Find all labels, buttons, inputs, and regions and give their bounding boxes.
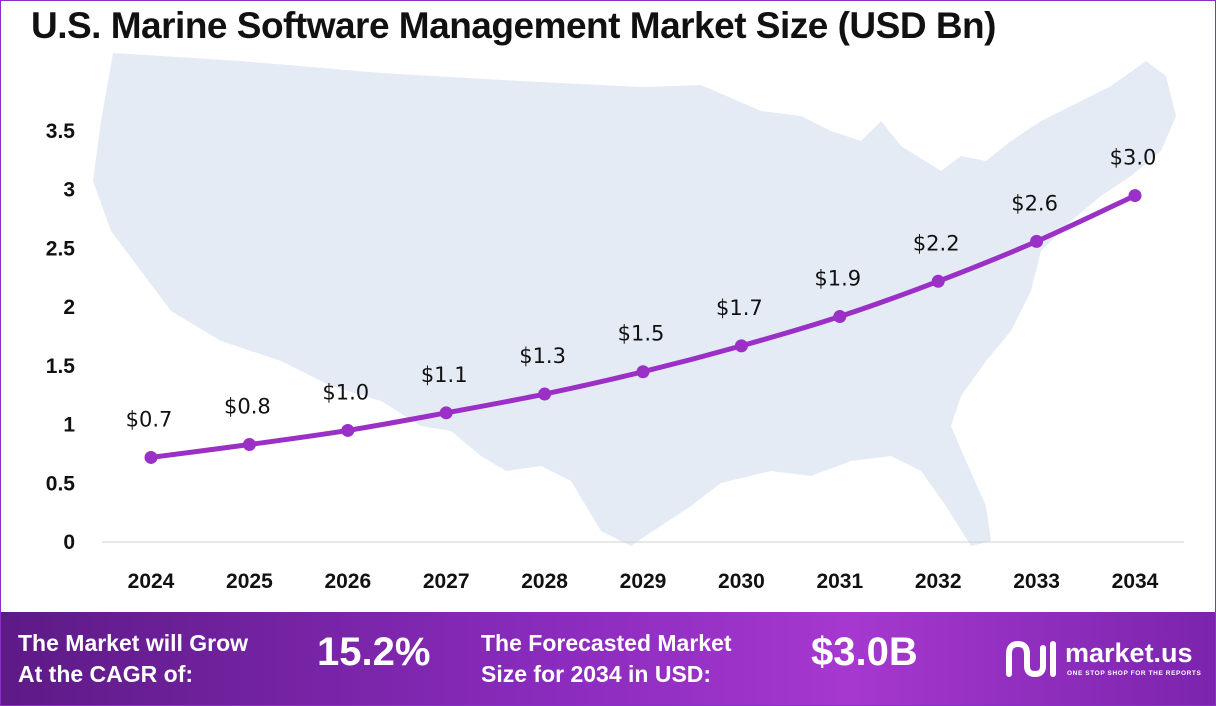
x-tick-label: 2031 [816, 570, 863, 593]
y-tick-label: 2 [63, 296, 75, 319]
brand-tagline: ONE STOP SHOP FOR THE REPORTS [1067, 670, 1202, 677]
data-point [636, 365, 650, 379]
cagr-label: The Market will Grow At the CAGR of: [18, 630, 249, 687]
data-point [833, 310, 847, 324]
data-point [144, 450, 158, 464]
data-point [1030, 234, 1044, 248]
data-point [931, 274, 945, 288]
forecast-label: The Forecasted Market Size for 2034 in U… [481, 630, 732, 687]
data-label: $0.7 [126, 407, 173, 431]
data-label: $1.1 [421, 363, 468, 387]
x-tick-label: 2033 [1013, 570, 1060, 593]
y-tick-label: 2.5 [46, 237, 76, 260]
data-label: $2.6 [1011, 191, 1058, 215]
data-label: $1.7 [716, 296, 763, 320]
data-label: $1.5 [618, 322, 665, 346]
x-tick-label: 2032 [915, 570, 962, 593]
data-label: $1.0 [322, 380, 369, 404]
y-tick-label: 3.5 [46, 120, 76, 143]
y-tick-label: 1.5 [46, 355, 76, 378]
data-point [341, 423, 355, 437]
us-map-background [93, 53, 1176, 546]
market-us-logo-icon [1006, 640, 1056, 678]
y-tick-label: 0 [63, 531, 75, 554]
summary-footer: The Market will Grow At the CAGR of: 15.… [1, 612, 1215, 705]
data-label: $0.8 [224, 395, 271, 419]
x-tick-label: 2030 [718, 570, 765, 593]
chart-svg: 0 0.5 1 1.5 2 2.5 3 3.5 2024 2025 2026 2027 2028 202… [46, 53, 1184, 593]
data-label: $2.2 [913, 231, 960, 255]
data-label: $3.0 [1110, 146, 1157, 170]
x-tick-label: 2024 [128, 570, 175, 593]
x-tick-label: 2025 [226, 570, 273, 593]
data-point [734, 339, 748, 353]
brand-logo[interactable]: market.us ONE STOP SHOP FOR THE REPORTS [1003, 636, 1208, 686]
x-tick-label: 2028 [521, 570, 568, 593]
y-tick-label: 0.5 [46, 472, 76, 495]
cagr-value: 15.2% [317, 630, 431, 674]
y-tick-label: 3 [63, 179, 75, 202]
data-point [242, 438, 256, 452]
data-point [538, 387, 552, 401]
x-tick-label: 2034 [1112, 570, 1159, 593]
chart-title: U.S. Marine Software Management Market S… [31, 5, 996, 46]
brand-name: market.us [1065, 638, 1193, 668]
x-tick-label: 2029 [620, 570, 667, 593]
data-label: $1.3 [519, 344, 566, 368]
forecast-value: $3.0B [811, 630, 918, 674]
y-tick-label: 1 [63, 414, 75, 437]
data-point [439, 406, 453, 420]
x-tick-label: 2027 [423, 570, 470, 593]
x-tick-label: 2026 [324, 570, 371, 593]
data-label: $1.9 [814, 267, 861, 291]
data-point [1128, 189, 1142, 203]
